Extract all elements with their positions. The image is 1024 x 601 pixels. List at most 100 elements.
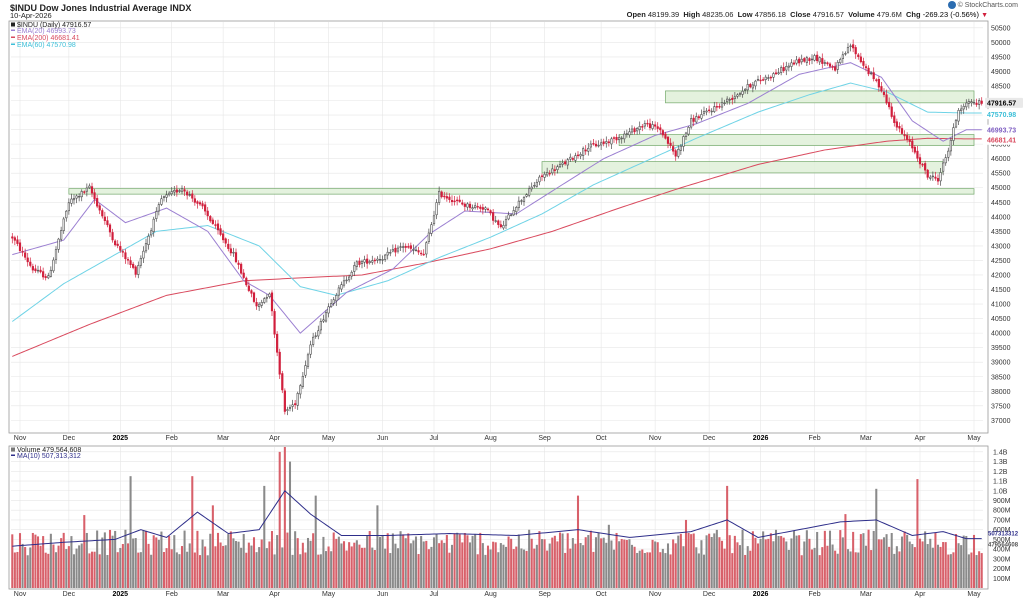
volume-bar [918,538,922,588]
volume-bar [44,552,47,588]
price-tick-label: 50500 [991,25,1011,32]
candle [738,91,742,97]
date-tick-label: 2026 [753,435,769,442]
volume-bar [646,552,649,588]
candle [193,195,196,206]
date-tick-label: May [967,435,981,442]
date-tick-label: Nov [649,435,662,442]
volume-bar [301,542,304,588]
candle [594,140,598,148]
candle [245,276,248,287]
volume-bar [543,539,546,588]
volume-bar [463,533,466,588]
volume-bar [571,538,574,588]
volume-bar [486,545,490,588]
date-tick-label: Dec [703,435,716,442]
candle [834,62,837,72]
volume-legend: Volume 479,564,608 MA(10) 507,313,312 [11,447,81,460]
candle [741,86,744,98]
volume-bar [975,555,978,588]
candle [75,194,78,204]
volume-bar [139,552,142,588]
candle [474,202,477,210]
candle [651,120,654,131]
candle [72,194,76,205]
candle [453,196,456,206]
price-tick-label: 44500 [991,200,1011,207]
date-tick-label: Sep [538,591,551,598]
candle [409,242,412,252]
date-tick-label: 2026 [753,591,769,598]
candle [88,183,91,189]
volume-bar [980,553,983,588]
volume-bar [947,554,950,588]
candle [119,241,122,253]
candle [561,159,564,168]
volume-bar [954,534,958,588]
candle [366,254,369,269]
candle [695,112,698,124]
volume-bar [687,532,690,588]
price-tick-label: 48500 [991,83,1011,90]
chg-value: -269.23 (-0.56%) [922,10,979,19]
candle [430,222,433,237]
brand-text: © StockCharts.com [957,1,1018,9]
candle [654,121,657,130]
candle [260,299,263,309]
volume-bar [255,552,258,588]
volume-bar [314,495,317,588]
candle [782,62,785,73]
volume-bar [150,554,153,588]
date-tick-label: Nov [14,591,27,598]
date-tick-label: Jul [430,591,439,598]
volume-bar [188,543,191,588]
volume-bar [366,535,369,588]
candle [116,240,119,249]
moving-average-lines [11,62,982,357]
volume-bar [816,531,819,588]
volume-tick-label: 1.0B [993,488,1008,495]
volume-bar [85,532,88,588]
volume-bar [191,476,194,588]
candle [108,223,112,237]
candle [962,103,965,114]
candle [445,192,448,202]
candle [270,290,274,316]
volume-bar [718,537,721,588]
candle [936,174,940,185]
volume-bar [720,540,724,588]
candle [785,61,788,76]
candle [728,97,731,105]
volume-bar [682,546,685,588]
candle [756,75,760,82]
volume-bar [579,543,582,588]
volume-bar [733,535,736,588]
date-tick-label: Aug [484,591,497,598]
volume-bar [39,545,42,588]
candle [255,297,258,310]
candle [538,174,541,186]
candle [669,138,672,149]
candle [859,52,862,64]
candle [132,261,135,270]
candle [479,204,482,213]
legend-volume: Volume 479,564,608 [17,447,81,454]
candle [867,65,870,77]
volume-bar [754,537,757,588]
candle [232,247,235,257]
volume-bar [404,538,407,588]
volume-bar [317,554,320,588]
candle [978,98,981,110]
candle [638,121,641,135]
volume-bar [312,533,315,588]
volume-bar [803,541,806,588]
candle [805,55,808,66]
volume-bar [299,554,302,588]
volume-bar [232,538,235,588]
volume-bar [926,544,929,588]
volume-bar [528,529,531,588]
candle [587,143,590,156]
candle [65,209,68,222]
candle [471,204,474,212]
candle [399,242,402,251]
